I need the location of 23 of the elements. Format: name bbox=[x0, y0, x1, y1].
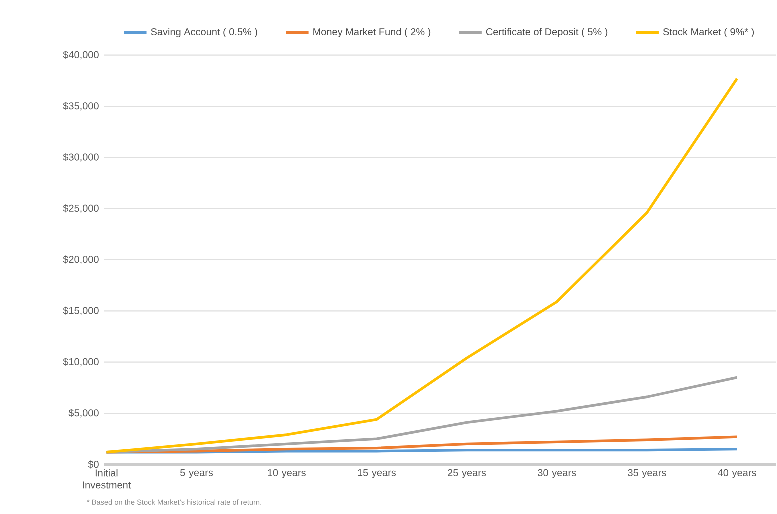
x-tick-label: 35 years bbox=[628, 469, 666, 478]
y-tick-label: $35,000 bbox=[63, 102, 99, 111]
y-tick-label: $40,000 bbox=[63, 50, 99, 60]
legend-label: Money Market Fund ( 2% ) bbox=[314, 28, 431, 38]
x-tick-label: 10 years bbox=[268, 469, 306, 478]
y-tick-label: $15,000 bbox=[63, 306, 99, 316]
line-series bbox=[105, 78, 739, 454]
line-series bbox=[105, 376, 739, 454]
x-tick-label: 25 years bbox=[448, 469, 486, 478]
legend-label: Certificate of Deposit ( 5% ) bbox=[486, 28, 608, 38]
x-tick-label: 40 years bbox=[718, 469, 756, 478]
y-tick-label: $0 bbox=[88, 460, 99, 469]
y-tick-label: $25,000 bbox=[63, 204, 99, 214]
y-tick-label: $5,000 bbox=[68, 409, 99, 418]
x-tick-label: 30 years bbox=[538, 469, 576, 478]
legend-label: Stock Market ( 9%* ) bbox=[663, 28, 754, 38]
x-tick-label: 5 years bbox=[180, 469, 214, 478]
y-tick-label: $30,000 bbox=[63, 153, 99, 162]
y-tick-label: $10,000 bbox=[63, 358, 99, 367]
x-tick-label: 15 years bbox=[358, 469, 396, 478]
y-tick-label: $20,000 bbox=[63, 256, 99, 264]
legend-label: Saving Account ( 0.5% ) bbox=[151, 28, 258, 38]
x-tick-label: Initial Investment bbox=[83, 469, 132, 489]
